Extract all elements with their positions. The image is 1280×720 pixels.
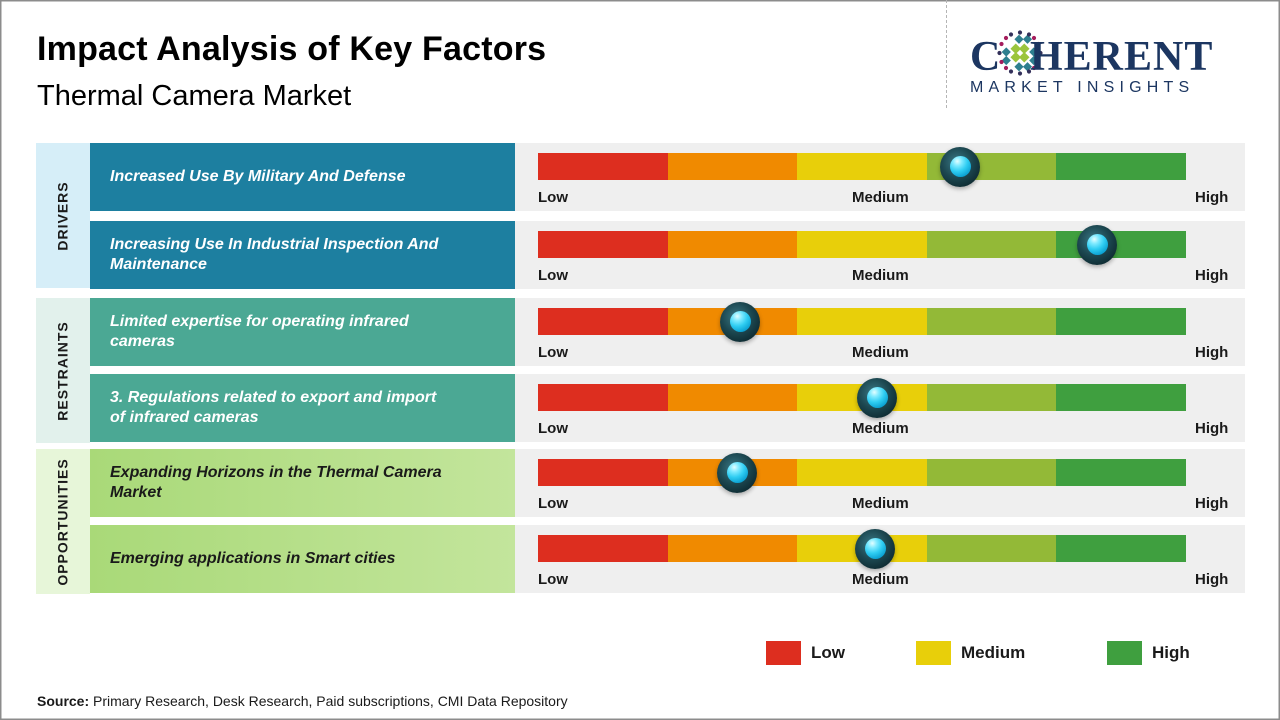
svg-text:HERENT: HERENT: [1030, 34, 1213, 80]
svg-text:MARKET INSIGHTS: MARKET INSIGHTS: [970, 79, 1194, 96]
svg-text:C: C: [970, 34, 1001, 80]
